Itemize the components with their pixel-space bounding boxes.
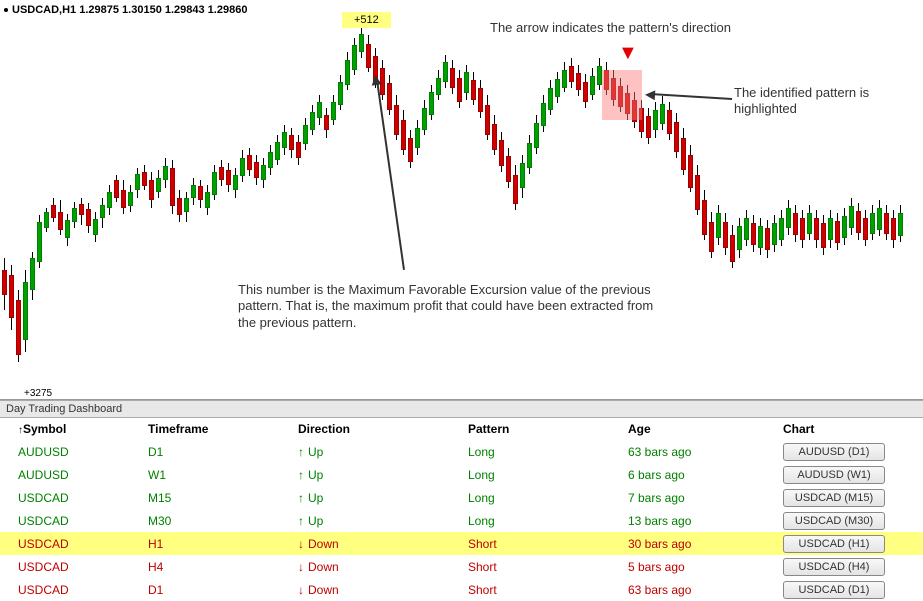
cell-symbol: USDCAD [18,583,148,597]
table-row[interactable]: AUDUSDW1↑UpLong6 bars agoAUDUSD (W1) [0,463,923,486]
cell-timeframe: W1 [148,468,298,482]
annotation-text: This number is the Maximum Favorable Exc… [238,282,658,331]
more-mfe-text: +3275 [24,388,52,399]
dashboard-title-text: Day Trading Dashboard [6,403,122,415]
cell-pattern: Long [468,491,628,505]
cell-age: 7 bars ago [628,491,783,505]
table-row[interactable]: USDCADH1↓DownShort30 bars agoUSDCAD (H1) [0,532,923,555]
table-row[interactable]: USDCADH4↓DownShort5 bars agoUSDCAD (H4) [0,555,923,578]
cell-age: 13 bars ago [628,514,783,528]
direction-arrow-icon: ↓ [298,537,304,551]
header-timeframe[interactable]: Timeframe [148,422,298,436]
cell-symbol: USDCAD [18,514,148,528]
direction-arrow-icon: ↑ [298,445,304,459]
cell-age: 30 bars ago [628,537,783,551]
cell-symbol: USDCAD [18,491,148,505]
cell-age: 5 bars ago [628,560,783,574]
cell-timeframe: M15 [148,491,298,505]
direction-arrow-icon: ↑ [298,514,304,528]
header-chart[interactable]: Chart [783,422,903,436]
cell-direction: ↑Up [298,514,468,528]
cell-symbol: AUDUSD [18,468,148,482]
open-chart-button[interactable]: USDCAD (D1) [783,581,885,599]
cell-symbol: USDCAD [18,537,148,551]
cell-pattern: Long [468,445,628,459]
cell-chart: USDCAD (M30) [783,512,903,530]
cell-timeframe: H4 [148,560,298,574]
table-body: AUDUSDD1↑UpLong63 bars agoAUDUSD (D1)AUD… [0,440,923,601]
header-symbol[interactable]: ↑Symbol [18,422,148,436]
open-chart-button[interactable]: USDCAD (M30) [783,512,885,530]
cell-timeframe: H1 [148,537,298,551]
cell-chart: AUDUSD (W1) [783,466,903,484]
dashboard-title: Day Trading Dashboard [0,400,923,418]
chart-area: USDCAD,H1 1.29875 1.30150 1.29843 1.2986… [0,0,923,400]
more-mfe-label: +3275 [24,388,52,399]
cell-pattern: Short [468,537,628,551]
mfe-label: +512 [342,12,391,28]
header-pattern[interactable]: Pattern [468,422,628,436]
table-row[interactable]: USDCADM30↑UpLong13 bars agoUSDCAD (M30) [0,509,923,532]
cell-age: 63 bars ago [628,445,783,459]
open-chart-button[interactable]: AUDUSD (D1) [783,443,885,461]
cell-symbol: AUDUSD [18,445,148,459]
cell-pattern: Long [468,514,628,528]
direction-arrow-icon: ↓ [298,583,304,597]
annotation-text: The identified pattern is highlighted [734,85,904,118]
direction-arrow-icon: ↑ [298,491,304,505]
cell-direction: ↑Up [298,468,468,482]
cell-direction: ↑Up [298,445,468,459]
cell-timeframe: D1 [148,445,298,459]
open-chart-button[interactable]: AUDUSD (W1) [783,466,885,484]
cell-chart: USDCAD (M15) [783,489,903,507]
direction-arrow-icon: ↓ [298,560,304,574]
cell-direction: ↑Up [298,491,468,505]
cell-pattern: Short [468,560,628,574]
cell-timeframe: D1 [148,583,298,597]
cell-direction: ↓Down [298,560,468,574]
cell-direction: ↓Down [298,537,468,551]
cell-age: 63 bars ago [628,583,783,597]
table-header: ↑Symbol Timeframe Direction Pattern Age … [0,418,923,440]
cell-pattern: Long [468,468,628,482]
cell-timeframe: M30 [148,514,298,528]
cell-chart: USDCAD (H4) [783,558,903,576]
cell-pattern: Short [468,583,628,597]
header-age[interactable]: Age [628,422,783,436]
arrow-head-icon [370,74,381,85]
table-row[interactable]: AUDUSDD1↑UpLong63 bars agoAUDUSD (D1) [0,440,923,463]
open-chart-button[interactable]: USDCAD (H1) [783,535,885,553]
open-chart-button[interactable]: USDCAD (H4) [783,558,885,576]
cell-age: 6 bars ago [628,468,783,482]
cell-chart: USDCAD (H1) [783,535,903,553]
arrow-head-icon [645,90,656,101]
cell-chart: USDCAD (D1) [783,581,903,599]
cell-direction: ↓Down [298,583,468,597]
red-arrow-icon: ▼ [618,42,638,65]
mfe-label-text: +512 [354,14,379,26]
cell-chart: AUDUSD (D1) [783,443,903,461]
header-direction[interactable]: Direction [298,422,468,436]
cell-symbol: USDCAD [18,560,148,574]
dashboard-table: ↑Symbol Timeframe Direction Pattern Age … [0,418,923,601]
open-chart-button[interactable]: USDCAD (M15) [783,489,885,507]
pattern-highlight [602,70,642,120]
annotation-text: The arrow indicates the pattern's direct… [490,20,731,36]
candle-layer [0,0,923,399]
direction-arrow-icon: ↑ [298,468,304,482]
table-row[interactable]: USDCADM15↑UpLong7 bars agoUSDCAD (M15) [0,486,923,509]
